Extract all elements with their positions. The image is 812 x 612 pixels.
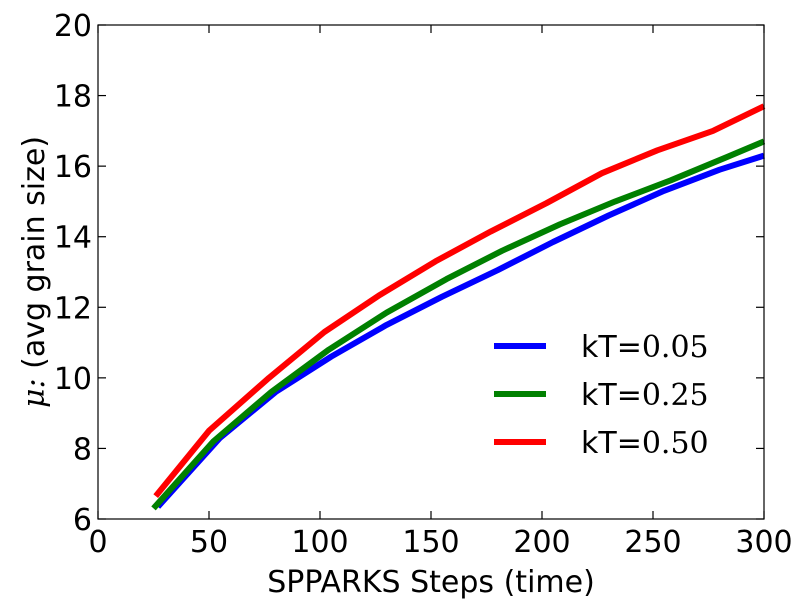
x-tick-label: 50 [190,525,228,560]
legend-label: kT=0.05 [581,330,709,365]
legend-item: kT=0.05 [494,330,709,365]
legend-label-value: 0.25 [642,378,709,413]
y-tick-label: 10 [54,362,92,397]
y-axis-label-symbol: μ: [17,378,52,408]
y-tick-label: 18 [54,80,92,115]
legend-item: kT=0.25 [494,378,709,413]
legend-label-prefix: kT= [581,330,642,365]
legend-label-prefix: kT= [581,426,642,461]
series-line-0-50 [153,103,766,498]
x-tick-label: 300 [735,525,792,560]
plot-frame [97,24,765,520]
legend-item: kT=0.50 [494,426,709,461]
legend-label: kT=0.50 [581,426,709,461]
x-tick-label: 0 [88,525,107,560]
y-tick-label: 20 [54,9,92,44]
x-tick-label: 100 [291,525,348,560]
x-axis-label: SPPARKS Steps (time) [267,565,595,600]
legend-label-value: 0.50 [642,426,709,461]
y-tick-label: 14 [54,221,92,256]
ticks-layer: 0 50 100 150 200 250 300 6 8 10 12 14 16 18 20 [54,9,793,560]
y-axis-label: μ: (avg grain size) [17,136,52,408]
legend-label-prefix: kT= [581,378,642,413]
y-tick-label: 8 [73,432,92,467]
y-tick-label: 6 [73,503,92,538]
y-tick-label: 16 [54,150,92,185]
legend-label-value: 0.05 [642,330,709,365]
y-axis-label-text: (avg grain size) [17,136,52,369]
y-tick-label: 12 [54,291,92,326]
x-tick-label: 150 [402,525,459,560]
series-line-0-25 [151,138,766,511]
x-tick-label: 200 [513,525,570,560]
x-tick-label: 250 [624,525,681,560]
series-layer [151,103,766,511]
legend-label: kT=0.25 [581,378,709,413]
